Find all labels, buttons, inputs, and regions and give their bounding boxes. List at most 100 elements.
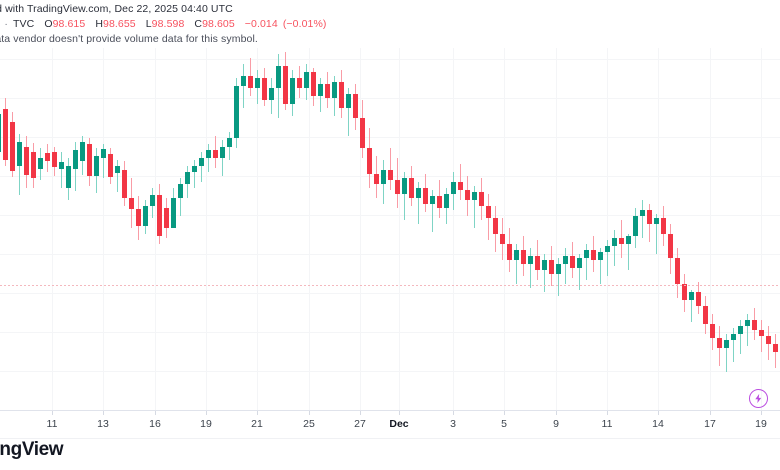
candle-body xyxy=(605,246,610,252)
axis-tick-19 xyxy=(206,411,207,415)
candle-wick xyxy=(607,240,608,276)
candle-wick xyxy=(103,144,104,178)
candle-wick xyxy=(614,230,615,266)
candle-body xyxy=(248,76,253,88)
candle-body xyxy=(423,188,428,204)
gridline-horizontal-2 xyxy=(0,137,780,138)
candle-body xyxy=(612,238,617,246)
candle-body xyxy=(283,66,288,104)
candle-wick xyxy=(656,214,657,254)
candle-body xyxy=(157,195,162,236)
high-label: H xyxy=(95,18,103,30)
candle-body xyxy=(584,250,589,258)
candle-wick xyxy=(586,244,587,280)
candle-body xyxy=(416,188,421,198)
candle-body xyxy=(199,158,204,166)
axis-tick-13 xyxy=(103,411,104,415)
candle-body xyxy=(577,258,582,268)
candle-body xyxy=(80,142,85,161)
candle-body xyxy=(59,162,64,169)
candle-wick xyxy=(642,200,643,238)
candle-wick xyxy=(579,254,580,290)
axis-label-14: 14 xyxy=(652,418,664,430)
candle-body xyxy=(626,236,631,244)
volume-data-warning: The data vendor doesn't provide volume d… xyxy=(0,33,258,45)
symbol-quote-legend[interactable]: DXY·4h·TVCO98.615H98.655L98.598C98.605−0… xyxy=(0,18,327,30)
candle-body xyxy=(206,150,211,158)
candle-body xyxy=(115,166,120,173)
candle-body xyxy=(276,66,281,88)
candle-body xyxy=(332,82,337,98)
gridline-horizontal-5 xyxy=(0,254,780,255)
chart-plot-area[interactable] xyxy=(0,48,780,410)
gridline-horizontal-7 xyxy=(0,332,780,333)
candle-body xyxy=(731,334,736,340)
candle-body xyxy=(570,256,575,268)
last-price-line xyxy=(0,285,780,286)
candle-body xyxy=(402,178,407,194)
gridline-vertical-5 xyxy=(309,48,310,410)
candle-wick xyxy=(516,244,517,284)
candle-wick xyxy=(432,190,433,232)
candle-body xyxy=(45,153,50,161)
candle-body xyxy=(213,150,218,158)
gridline-horizontal-1 xyxy=(0,98,780,99)
gridline-horizontal-4 xyxy=(0,215,780,216)
candle-body xyxy=(234,86,239,138)
tradingview-watermark: TradingView xyxy=(0,439,64,460)
candle-body xyxy=(220,147,225,158)
candle-body xyxy=(451,182,456,194)
candle-body xyxy=(374,174,379,184)
candle-body xyxy=(479,192,484,206)
gridline-horizontal-0 xyxy=(0,59,780,60)
candle-wick xyxy=(733,328,734,362)
axis-tick-3 xyxy=(453,411,454,415)
change-absolute: −0.014 xyxy=(244,18,278,30)
candle-body xyxy=(73,150,78,169)
candle-body xyxy=(465,190,470,200)
candle-wick xyxy=(740,320,741,354)
axis-tick-25 xyxy=(309,411,310,415)
axis-tick-14 xyxy=(658,411,659,415)
axis-tick-5 xyxy=(504,411,505,415)
gridline-vertical-9 xyxy=(504,48,505,410)
candle-body xyxy=(514,250,519,260)
candle-body xyxy=(703,306,708,324)
gridline-vertical-3 xyxy=(206,48,207,410)
chart-footer: TradingView xyxy=(0,438,780,470)
lightning-bolt-icon[interactable] xyxy=(749,389,768,408)
candle-body xyxy=(759,330,764,336)
candle-body xyxy=(640,210,645,216)
candle-body xyxy=(304,72,309,88)
candle-wick xyxy=(747,314,748,346)
gridline-horizontal-6 xyxy=(0,293,780,294)
axis-tick-21 xyxy=(257,411,258,415)
axis-label-19: 19 xyxy=(755,418,767,430)
gridline-vertical-12 xyxy=(658,48,659,410)
candle-body xyxy=(444,194,449,208)
footer-divider xyxy=(0,438,780,439)
candle-body xyxy=(241,76,246,86)
time-axis[interactable]: 11 13 16 19 21 25 27 Dec 3 5 9 11 14 17 19 xyxy=(0,410,780,439)
candle-body xyxy=(297,78,302,88)
candle-body xyxy=(395,180,400,194)
candle-wick xyxy=(348,88,349,136)
legend-separator-2: · xyxy=(4,18,8,30)
candle-body xyxy=(3,109,8,160)
candle-body xyxy=(164,208,169,228)
candle-body xyxy=(136,209,141,226)
candle-body xyxy=(339,82,344,108)
candle-body xyxy=(724,340,729,348)
candle-wick xyxy=(565,248,566,284)
candle-wick xyxy=(418,182,419,224)
candle-body xyxy=(493,218,498,234)
candle-wick xyxy=(474,186,475,228)
candle-body xyxy=(486,206,491,218)
low-label: L xyxy=(145,18,152,30)
candle-body xyxy=(262,78,267,100)
candle-body xyxy=(255,78,260,88)
candlestick-series xyxy=(0,48,780,410)
axis-tick-17 xyxy=(710,411,711,415)
candle-wick xyxy=(544,254,545,292)
candle-body xyxy=(143,206,148,226)
